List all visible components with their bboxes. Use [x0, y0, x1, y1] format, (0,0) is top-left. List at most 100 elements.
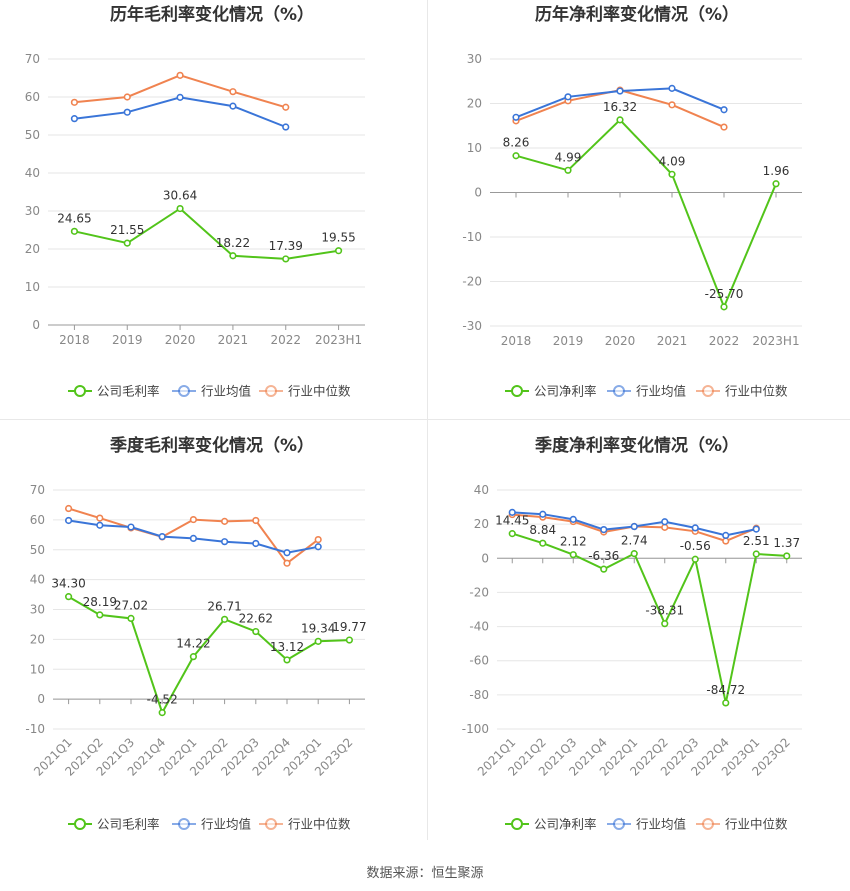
series-line-1 [68, 595, 350, 716]
data-label: 19.55 [321, 231, 355, 245]
data-point [668, 101, 676, 109]
y-tick-label: 70 [25, 52, 40, 66]
x-tick-label: 2018 [501, 334, 532, 348]
data-label: 4.99 [555, 150, 582, 164]
data-point [64, 516, 73, 525]
data-point [720, 123, 728, 131]
data-label: -84.72 [706, 683, 745, 697]
x-tick-label: 2023H1 [315, 333, 362, 347]
data-point [283, 656, 291, 664]
data-label: 13.12 [270, 640, 304, 654]
data-point [123, 93, 131, 101]
data-point [752, 525, 760, 533]
y-tick-label: 60 [25, 90, 40, 104]
y-tick-label: 30 [467, 52, 482, 66]
x-tick-label: 2021 [218, 333, 249, 347]
data-label: 18.22 [216, 236, 250, 250]
data-point [783, 552, 791, 560]
y-tick-label: 20 [25, 242, 40, 256]
x-tick-label: 2020 [605, 334, 636, 348]
data-point [314, 535, 322, 544]
y-tick-label: 10 [30, 662, 45, 676]
y-tick-label: 10 [467, 141, 482, 155]
y-tick-label: 30 [25, 204, 40, 218]
data-label: 2.12 [560, 535, 587, 549]
data-point [176, 93, 184, 101]
legend-marker [702, 385, 714, 397]
vertical-divider [427, 0, 428, 840]
y-tick-label: 20 [467, 97, 482, 111]
legend-label: 行业中位数 [725, 817, 788, 832]
data-point [252, 539, 260, 548]
data-label: 27.02 [114, 598, 148, 612]
legend-item: 行业均值 [607, 384, 686, 399]
legend-marker [178, 385, 190, 397]
data-point [189, 653, 197, 661]
y-tick-label: -30 [462, 319, 482, 333]
data-point [176, 71, 184, 79]
legend-item: 公司净利率 [505, 817, 597, 832]
x-tick-label: 2019 [553, 334, 584, 348]
legend-item: 行业均值 [172, 817, 251, 832]
y-tick-label: -100 [462, 722, 489, 736]
data-point [127, 523, 135, 531]
legend-label: 公司净利率 [534, 384, 597, 399]
series-line-3 [74, 74, 287, 109]
legend-item: 行业中位数 [259, 817, 351, 832]
legend-label: 行业中位数 [288, 817, 351, 832]
legend-label: 公司毛利率 [97, 384, 160, 399]
y-tick-label: -60 [469, 654, 489, 668]
data-point [661, 523, 669, 531]
y-tick-label: -40 [469, 620, 489, 634]
y-tick-label: 0 [37, 692, 45, 706]
data-point [630, 550, 638, 558]
data-point [176, 204, 184, 213]
data-point [282, 255, 290, 263]
data-point [539, 510, 547, 518]
chart-title: 历年净利率变化情况（%） [535, 4, 739, 25]
legend-marker [702, 818, 714, 830]
data-point [720, 303, 728, 311]
data-point [96, 521, 104, 529]
data-point [283, 559, 291, 567]
data-point [722, 537, 730, 545]
legend-item: 公司毛利率 [68, 384, 160, 399]
data-label: 2.51 [743, 534, 770, 548]
legend-item: 行业均值 [607, 817, 686, 832]
legend-marker [74, 385, 86, 397]
data-point [229, 252, 237, 260]
data-label: -25.70 [705, 287, 744, 301]
legend-item: 公司净利率 [505, 384, 597, 399]
legend-marker [511, 385, 523, 397]
data-label: 17.39 [269, 239, 303, 253]
data-point [661, 620, 669, 628]
data-point [600, 526, 608, 534]
y-tick-label: 30 [30, 603, 45, 617]
data-point [158, 533, 166, 541]
data-point [221, 517, 229, 525]
data-label: 14.22 [176, 637, 210, 651]
data-label: 8.26 [503, 136, 530, 150]
data-point [600, 565, 608, 573]
data-label: 26.71 [207, 599, 241, 613]
data-point [616, 87, 624, 95]
series-line-1 [515, 118, 777, 310]
x-tick-label: 2022 [709, 334, 740, 348]
series-line-1 [511, 532, 787, 704]
data-label: 14.45 [495, 514, 529, 528]
data-point [64, 593, 73, 601]
legend-item: 公司毛利率 [68, 817, 160, 832]
data-point [334, 247, 343, 255]
data-point [96, 514, 104, 522]
legend-marker [613, 385, 625, 397]
legend-label: 行业均值 [201, 817, 251, 832]
y-tick-label: 0 [481, 551, 489, 565]
y-tick-label: -20 [462, 275, 482, 289]
chart-1: 历年毛利率变化情况（%） 0 10 20 30 40 50 60 70 2018 2019 2020 2… [25, 4, 365, 399]
x-tick-label: 2019 [112, 333, 143, 347]
legend-marker [265, 385, 277, 397]
data-point [252, 516, 260, 525]
y-tick-label: 20 [474, 517, 489, 531]
legend-label: 公司毛利率 [97, 817, 160, 832]
